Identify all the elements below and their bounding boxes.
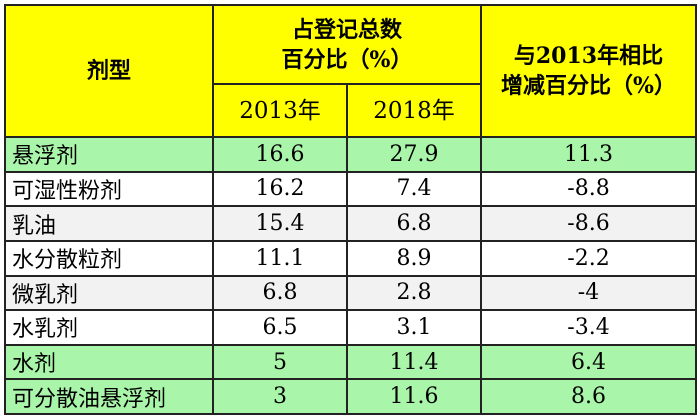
cell-2018: 8.9 — [346, 239, 482, 277]
cell-2018: 27.9 — [346, 136, 482, 173]
cell-2018: 2.8 — [346, 274, 482, 312]
header-change-line2: 增减百分比（%） — [501, 73, 676, 99]
cell-formulation: 悬浮剂 — [4, 136, 214, 173]
cell-2018: 6.8 — [346, 205, 482, 242]
cell-formulation: 可湿性粉剂 — [4, 170, 214, 208]
cell-formulation: 水乳剂 — [4, 309, 214, 346]
header-change-line1: 与2013年相比 — [513, 43, 664, 69]
cell-2013: 6.5 — [212, 309, 348, 346]
cell-2013: 15.4 — [212, 205, 348, 242]
cell-formulation: 微乳剂 — [4, 274, 214, 312]
cell-change: -8.6 — [480, 205, 697, 242]
cell-change: -8.8 — [480, 170, 697, 208]
cell-change: 11.3 — [480, 136, 697, 173]
cell-2013: 16.6 — [212, 136, 348, 173]
cell-2018: 11.6 — [346, 378, 482, 415]
cell-2018: 11.4 — [346, 343, 482, 381]
header-row-2: 2013年 2018年 — [5, 83, 696, 138]
cell-2013: 16.2 — [212, 170, 348, 208]
cell-2013: 5 — [212, 343, 348, 381]
table-row: 乳油 15.4 6.8 -8.6 — [4, 205, 697, 242]
header-year-2013: 2013年 — [212, 83, 348, 138]
cell-formulation: 乳油 — [4, 205, 214, 242]
cell-2013: 11.1 — [212, 239, 348, 277]
table-row: 水乳剂 6.5 3.1 -3.4 — [4, 309, 697, 346]
cell-change: 6.4 — [480, 343, 697, 381]
cell-change: -3.4 — [480, 309, 697, 346]
header-change: 与2013年相比 增减百分比（%） — [480, 4, 697, 138]
header-share-line2: 百分比（%） — [281, 46, 413, 73]
header-row-1: 剂型 占登记总数 百分比（%） 与2013年相比 增减百分比（%） — [4, 4, 697, 138]
cell-2013: 6.8 — [212, 274, 348, 312]
cell-2013: 3 — [212, 378, 348, 415]
formulation-share-table: 剂型 占登记总数 百分比（%） 与2013年相比 增减百分比（%） 2013年 … — [4, 4, 697, 415]
table-row: 可分散油悬浮剂 3 11.6 8.6 — [4, 378, 697, 415]
cell-change: 8.6 — [480, 378, 697, 415]
table-row: 微乳剂 6.8 2.8 -4 — [4, 274, 697, 312]
table-row: 水剂 5 11.4 6.4 — [4, 343, 697, 381]
cell-formulation: 可分散油悬浮剂 — [4, 378, 214, 415]
cell-change: -2.2 — [480, 239, 697, 277]
table-row: 悬浮剂 16.6 27.9 11.3 — [4, 136, 697, 173]
header-year-2018: 2018年 — [346, 83, 482, 138]
cell-formulation: 水分散粒剂 — [4, 239, 214, 277]
header-share-line1: 占登记总数 — [291, 16, 402, 43]
cell-2018: 7.4 — [346, 170, 482, 208]
cell-formulation: 水剂 — [4, 343, 214, 381]
table-row: 水分散粒剂 11.1 8.9 -2.2 — [4, 239, 697, 277]
cell-2018: 3.1 — [346, 309, 482, 346]
table-body: 悬浮剂 16.6 27.9 11.3 可湿性粉剂 16.2 7.4 -8.8 乳油 15.4 6.8… — [4, 136, 697, 415]
header-formulation: 剂型 — [4, 4, 214, 138]
table-row: 可湿性粉剂 16.2 7.4 -8.8 — [4, 170, 697, 208]
cell-change: -4 — [480, 274, 697, 312]
header-share: 占登记总数 百分比（%） — [212, 4, 482, 85]
